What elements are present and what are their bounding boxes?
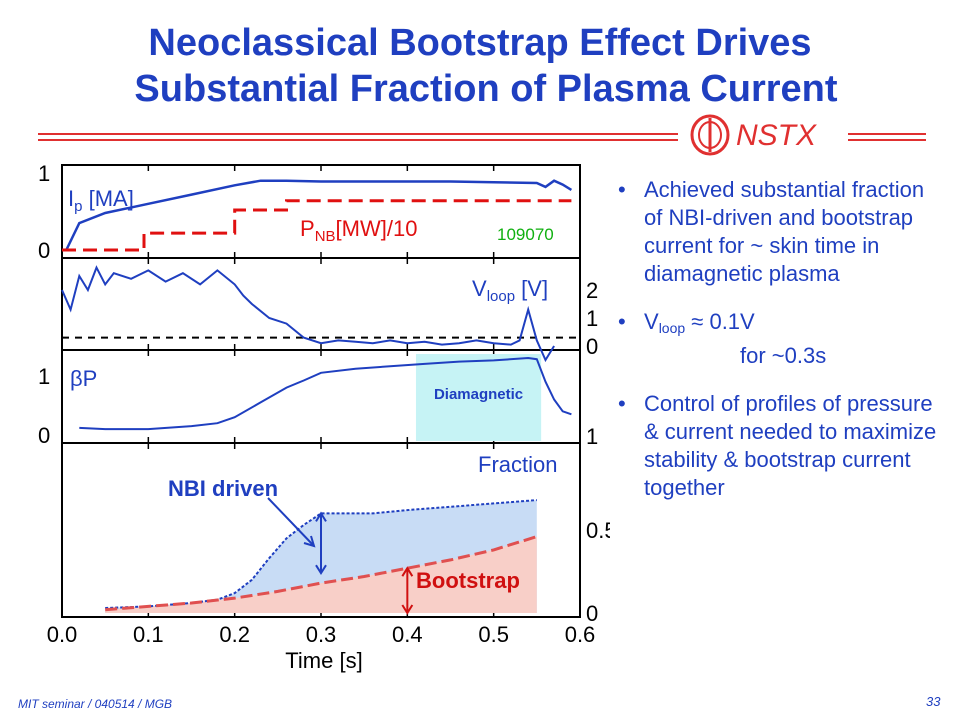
nbi-driven-label: NBI driven bbox=[168, 476, 278, 501]
chart-panel-stack: 1 0 Ip [MA] PNB[MW]/10 109070 2 1 0 Vloop [V] Dia… bbox=[38, 161, 610, 673]
bullet-item-2: • Vloop ≈ 0.1V for ~0.3s bbox=[618, 308, 948, 370]
x-tick-label: 0.3 bbox=[306, 622, 337, 647]
title-rule-left-2 bbox=[38, 139, 678, 141]
slide-title-line2: Substantial Fraction of Plasma Current bbox=[134, 68, 838, 110]
nstx-logo: NSTX bbox=[690, 114, 817, 156]
x-axis-label: Time [s] bbox=[285, 648, 362, 673]
arrow-head bbox=[401, 604, 414, 615]
y-tick-label-right: 2 bbox=[586, 278, 598, 303]
ip-label: Ip [MA] bbox=[68, 186, 134, 215]
x-tick-label: 0.6 bbox=[565, 622, 596, 647]
y-tick-label: 1 bbox=[38, 364, 50, 389]
y-tick-label-right: 1 bbox=[586, 424, 598, 449]
y-tick-label: 0 bbox=[38, 238, 50, 263]
x-tick-label: 0.5 bbox=[478, 622, 509, 647]
title-rule-right bbox=[848, 133, 926, 135]
x-tick-label: 0.2 bbox=[219, 622, 250, 647]
arrow-head bbox=[401, 566, 414, 577]
nbi-label-pointer bbox=[267, 497, 315, 547]
ip-label-sub: p bbox=[74, 198, 82, 215]
pnb-label-sub: NB bbox=[315, 228, 336, 245]
logo-text: NSTX bbox=[736, 119, 817, 152]
bootstrap-area bbox=[105, 536, 537, 613]
bullet-item-1: • Achieved substantial fraction of NBI-d… bbox=[618, 176, 948, 288]
bullet-text-3: Control of profiles of pressure & curren… bbox=[644, 391, 937, 500]
y-tick-label-right: 0 bbox=[586, 601, 598, 626]
bullet-text-2-prefix: V bbox=[644, 309, 659, 334]
x-tick-label: 0.0 bbox=[47, 622, 78, 647]
vloop-label-unit: [V] bbox=[515, 276, 548, 301]
series-line-pnb bbox=[62, 199, 572, 252]
arrow-head bbox=[303, 535, 316, 548]
arrow-head bbox=[315, 511, 327, 522]
bullet-dot: • bbox=[618, 309, 626, 334]
series-line-betap bbox=[79, 356, 572, 431]
ip-label-unit: [MA] bbox=[82, 186, 133, 211]
series-line-bootstrap bbox=[105, 535, 538, 612]
bootstrap-label: Bootstrap bbox=[416, 568, 520, 593]
vloop-label-sub: loop bbox=[487, 288, 515, 305]
shot-number: 109070 bbox=[497, 225, 554, 244]
bullet-dot: • bbox=[618, 391, 626, 416]
x-tick-label: 0.4 bbox=[392, 622, 423, 647]
bullet-text-1: Achieved substantial fraction of NBI-dri… bbox=[644, 177, 925, 286]
diamagnetic-label: Diamagnetic bbox=[434, 386, 523, 403]
arrow-head bbox=[315, 564, 327, 576]
y-tick-label-right: 0.5 bbox=[586, 518, 610, 543]
fraction-label: Fraction bbox=[478, 452, 557, 477]
diamagnetic-region bbox=[415, 354, 542, 441]
page-number: 33 bbox=[926, 694, 941, 709]
bullet-item-3: • Control of profiles of pressure & curr… bbox=[618, 390, 948, 502]
y-tick-label-right: 0 bbox=[586, 334, 598, 359]
pnb-label-unit: [MW]/10 bbox=[336, 216, 418, 241]
y-tick-label-right: 1 bbox=[586, 306, 598, 331]
slide-title-line1: Neoclassical Bootstrap Effect Drives bbox=[148, 22, 812, 64]
vloop-label: Vloop [V] bbox=[472, 276, 548, 305]
bullet-list: • Achieved substantial fraction of NBI-d… bbox=[618, 176, 948, 522]
series-line-vloop bbox=[61, 265, 555, 363]
series-line-nbi bbox=[105, 499, 537, 609]
bullet-dot: • bbox=[618, 177, 626, 202]
betap-label: βP bbox=[70, 366, 97, 391]
title-rule-right-2 bbox=[848, 139, 926, 141]
bullet-text-2-sub: loop bbox=[658, 320, 686, 336]
title-rule-left bbox=[38, 133, 678, 135]
pnb-label: PNB[MW]/10 bbox=[300, 216, 417, 245]
y-tick-label: 1 bbox=[38, 161, 50, 186]
y-tick-label: 0 bbox=[38, 423, 50, 448]
bullet-text-2-rest: ≈ 0.1V bbox=[685, 309, 755, 334]
bullet-text-2-line2: for ~0.3s bbox=[740, 343, 827, 368]
x-tick-label: 0.1 bbox=[133, 622, 164, 647]
series-line-ip bbox=[65, 179, 573, 251]
footer-text: MIT seminar / 040514 / MGB bbox=[18, 697, 173, 711]
